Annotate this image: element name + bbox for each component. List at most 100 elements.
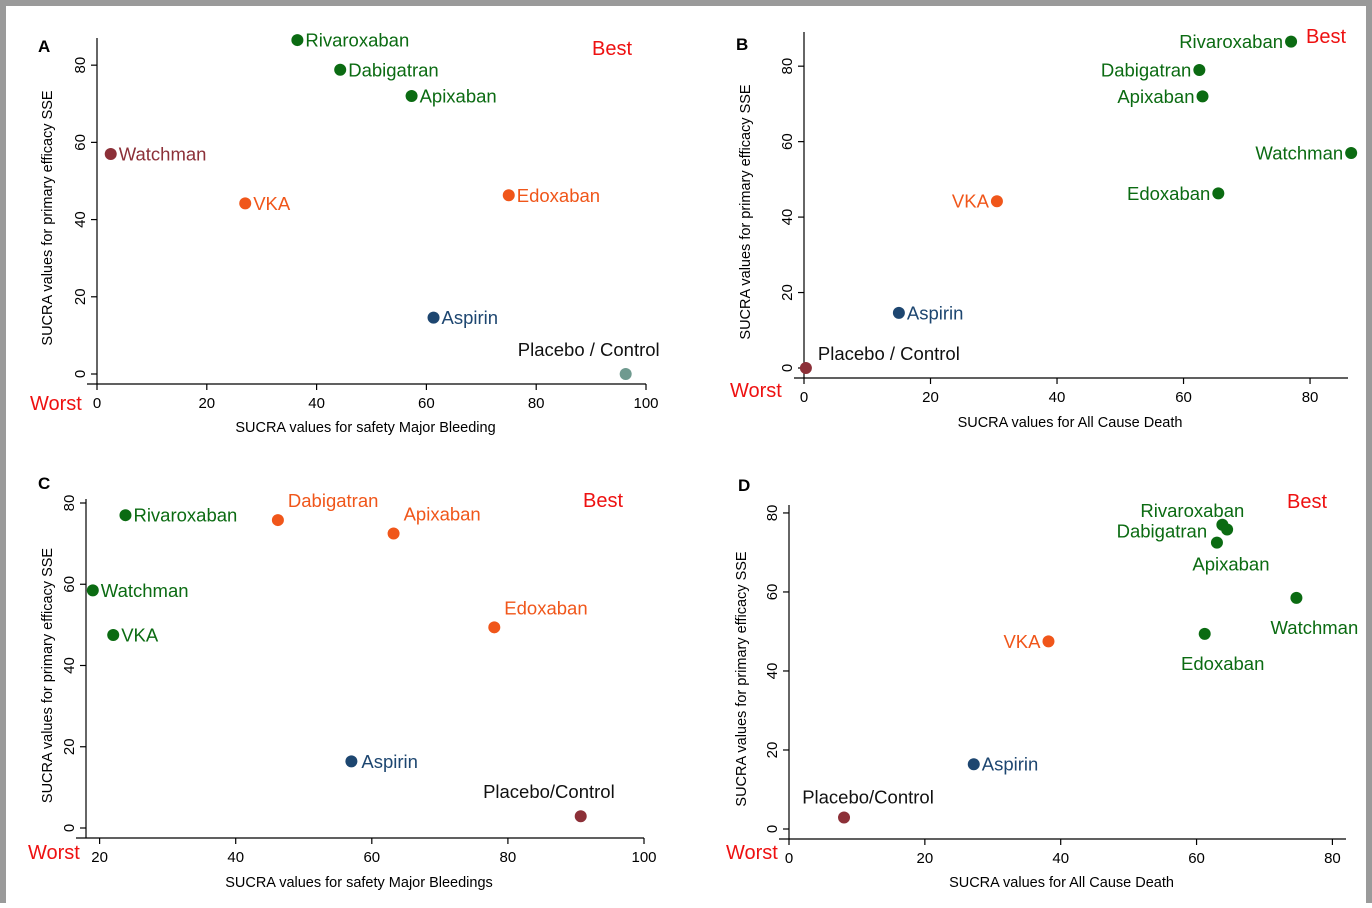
y-axis-title: SUCRA values for primary efficacy SSE [40,90,56,346]
y-tick-label: 80 [779,58,796,75]
x-tick-label: 40 [308,395,325,412]
panel-c: 20 40 60 80 100 0 20 40 60 80 SUCRA values for saf… [0,451,686,902]
point-edoxaban [1198,627,1211,640]
y-tick-label: 80 [61,495,78,512]
x-tick-label: 60 [1188,850,1205,867]
point-label-aspirin: Aspirin [442,307,499,328]
scatter-chart-a: 0 20 40 60 80 100 0 20 40 60 80 SUCRA values for sa… [30,30,660,436]
x-tick-label: 80 [1324,850,1341,867]
x-tick-label: 20 [922,389,939,406]
point-label-rivaroxaban: Rivaroxaban [1140,500,1244,521]
scatter-chart-c: 20 40 60 80 100 0 20 40 60 80 SUCRA values for saf… [28,474,657,891]
x-axis-title: SUCRA values for All Cause Death [949,875,1174,891]
y-tick-label: 0 [779,364,796,372]
point-edoxaban [502,189,515,202]
point-watchman [104,147,117,160]
point-apixaban [405,90,418,103]
point-apixaban [1196,90,1209,103]
point-placebo-control [619,368,632,380]
point-label-dabigatran: Dabigatran [1117,521,1208,542]
point-label-dabigatran: Dabigatran [1101,59,1192,80]
best-label: Best [1306,26,1346,48]
point-apixaban [387,527,400,540]
point-label-rivaroxaban: Rivaroxaban [1179,31,1283,52]
panel-letter: D [738,476,750,495]
point-edoxaban [1212,187,1225,200]
y-tick-label: 20 [764,742,781,759]
point-label-dabigatran: Dabigatran [288,490,379,511]
point-label-apixaban: Apixaban [420,86,497,107]
point-rivaroxaban [291,34,304,47]
y-tick-label: 60 [61,576,78,593]
x-tick-label: 80 [500,849,517,866]
point-aspirin [967,758,980,771]
x-tick-label: 80 [1302,389,1319,406]
point-rivaroxaban [1285,35,1298,48]
point-dabigatran [271,514,284,527]
y-tick-label: 0 [764,825,781,833]
point-dabigatran [1193,63,1206,76]
x-tick-label: 60 [418,395,435,412]
worst-label: Worst [730,380,782,402]
y-tick-label: 20 [61,738,78,755]
y-tick-label: 80 [72,57,89,74]
y-tick-label: 40 [72,211,89,228]
point-aspirin [892,306,905,319]
point-label-edoxaban: Edoxaban [517,185,600,206]
point-label-watchman: Watchman [1255,142,1343,163]
y-axis-title: SUCRA values for primary efficacy SSE [738,84,754,340]
point-placebo-control [838,811,851,824]
x-tick-label: 60 [1175,389,1192,406]
point-label-apixaban: Apixaban [1117,86,1194,107]
point-label-edoxaban: Edoxaban [504,597,587,618]
point-watchman [1345,146,1358,159]
y-tick-label: 20 [72,288,89,305]
point-label-watchman: Watchman [101,580,189,601]
panel-b: 0 20 40 60 80 0 20 40 60 80 SUCRA values for All C… [686,0,1372,451]
x-tick-label: 80 [528,395,545,412]
point-label-placebo-control: Placebo / Control [518,339,660,360]
y-tick-label: 60 [764,584,781,601]
y-tick-label: 0 [72,370,89,378]
point-label-dabigatran: Dabigatran [348,59,439,80]
y-tick-label: 60 [72,134,89,151]
point-label-aspirin: Aspirin [907,302,964,323]
point-vka [1042,635,1055,648]
point-aspirin [427,311,440,324]
x-tick-label: 0 [785,850,793,867]
best-label: Best [1287,491,1327,513]
panel-letter: C [38,474,50,493]
point-label-vka: VKA [952,191,990,212]
point-label-vka: VKA [121,625,159,646]
point-label-edoxaban: Edoxaban [1127,183,1210,204]
point-label-edoxaban: Edoxaban [1181,653,1264,674]
y-tick-label: 0 [61,824,78,832]
y-tick-label: 60 [779,133,796,150]
best-label: Best [583,490,623,512]
point-label-vka: VKA [253,193,291,214]
x-axis-title: SUCRA values for safety Major Bleeding [235,420,495,436]
x-tick-label: 60 [363,849,380,866]
point-label-placebo-control: Placebo / Control [818,343,960,364]
panel-letter: B [736,35,748,54]
point-label-aspirin: Aspirin [982,754,1039,775]
point-apixaban [1210,536,1223,549]
y-tick-label: 40 [61,657,78,674]
point-label-rivaroxaban: Rivaroxaban [305,30,409,51]
x-tick-label: 100 [633,395,658,412]
point-vka [990,195,1003,208]
point-edoxaban [488,621,501,634]
point-vka [239,197,252,210]
y-tick-label: 40 [764,663,781,680]
point-label-vka: VKA [1003,631,1041,652]
x-tick-label: 0 [93,395,101,412]
point-watchman [1290,591,1303,604]
x-tick-label: 100 [631,849,656,866]
point-rivaroxaban [119,509,132,522]
panel-a: 0 20 40 60 80 100 0 20 40 60 80 SUCRA values for sa… [0,0,686,451]
x-tick-label: 40 [1052,850,1069,867]
x-tick-label: 20 [198,395,215,412]
y-axis-title: SUCRA values for primary efficacy SSE [734,551,750,807]
x-axis-title: SUCRA values for All Cause Death [958,415,1183,431]
